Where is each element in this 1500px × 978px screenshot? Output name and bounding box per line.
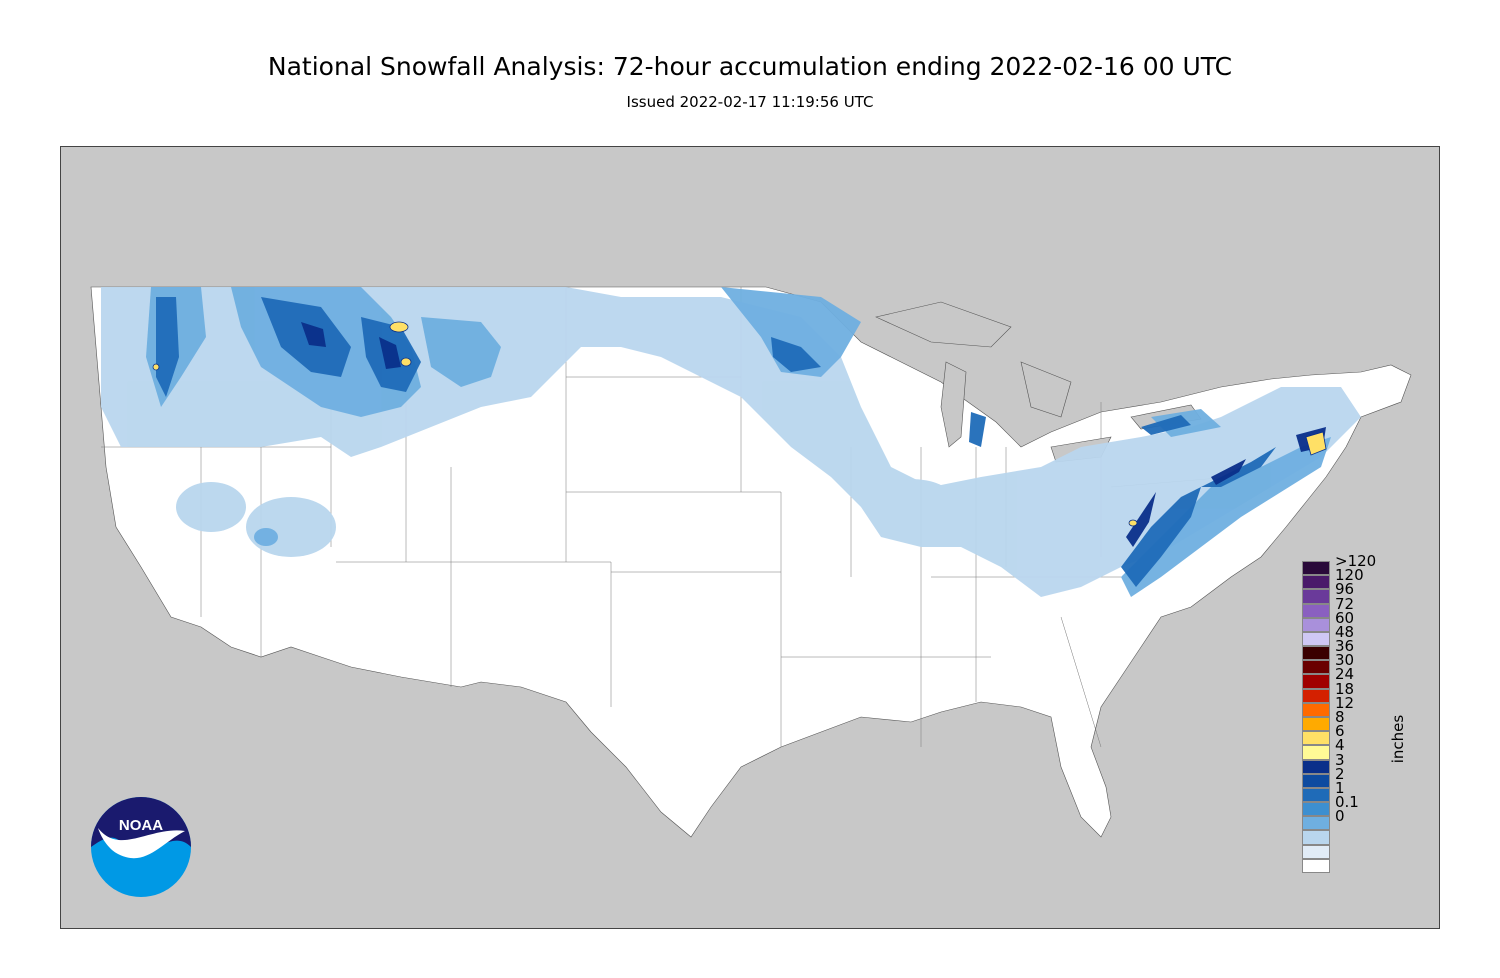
noaa-logo: NOAA [91, 797, 191, 897]
legend-swatch [1302, 589, 1330, 604]
legend-label: 0 [1335, 807, 1345, 826]
map-area[interactable] [60, 146, 1440, 929]
legend-label: 8 [1335, 708, 1345, 726]
legend-swatch [1302, 773, 1330, 788]
legend-label: 30 [1335, 651, 1355, 670]
legend-swatch [1302, 830, 1330, 845]
legend-label: 3 [1335, 750, 1345, 769]
legend-swatch [1302, 603, 1330, 618]
snowfall-map [90, 286, 1412, 838]
legend-swatch [1302, 844, 1330, 859]
legend-swatch [1302, 646, 1330, 661]
legend-label: 60 [1335, 608, 1355, 627]
legend-label: 24 [1335, 665, 1355, 684]
legend-label: 1 [1335, 778, 1345, 797]
legend-swatch [1302, 731, 1330, 746]
legend-swatch [1302, 802, 1330, 817]
legend-swatch [1302, 759, 1330, 774]
legend-swatch [1302, 631, 1330, 647]
legend-label: 72 [1335, 594, 1355, 613]
legend-swatch [1302, 717, 1330, 732]
legend-label: 6 [1335, 722, 1345, 741]
legend-label: 12 [1335, 693, 1355, 712]
legend-units-label: inches [1389, 714, 1407, 764]
legend-swatch [1302, 660, 1330, 675]
snow-heavy [156, 297, 1276, 587]
legend-swatch [1302, 617, 1330, 632]
legend-label: 2 [1335, 764, 1345, 783]
legend-label: >120 [1335, 552, 1377, 570]
legend-swatch [1302, 688, 1330, 703]
snow-extreme [152, 321, 1327, 527]
legend-swatch [1302, 745, 1330, 760]
map-title: National Snowfall Analysis: 72-hour accu… [267, 52, 1233, 81]
legend-swatch [1302, 858, 1330, 873]
snow-very-heavy [301, 322, 1326, 547]
legend-label: 96 [1335, 580, 1355, 599]
noaa-logo-text: NOAA [119, 817, 163, 834]
legend-label: 18 [1335, 679, 1355, 698]
map-subtitle: Issued 2022-02-17 11:19:56 UTC [626, 93, 874, 111]
legend-swatch [1302, 674, 1330, 689]
legend-swatch [1302, 787, 1330, 803]
legend-swatch [1302, 561, 1330, 576]
legend-label: 36 [1335, 637, 1355, 656]
legend-label: 48 [1335, 622, 1355, 641]
legend-swatch [1302, 816, 1330, 831]
legend-swatch [1302, 575, 1330, 590]
legend-label: 120 [1335, 566, 1364, 585]
legend-swatch [1302, 702, 1330, 717]
legend-label: 0.1 [1335, 793, 1359, 812]
legend-label: 4 [1335, 736, 1345, 755]
